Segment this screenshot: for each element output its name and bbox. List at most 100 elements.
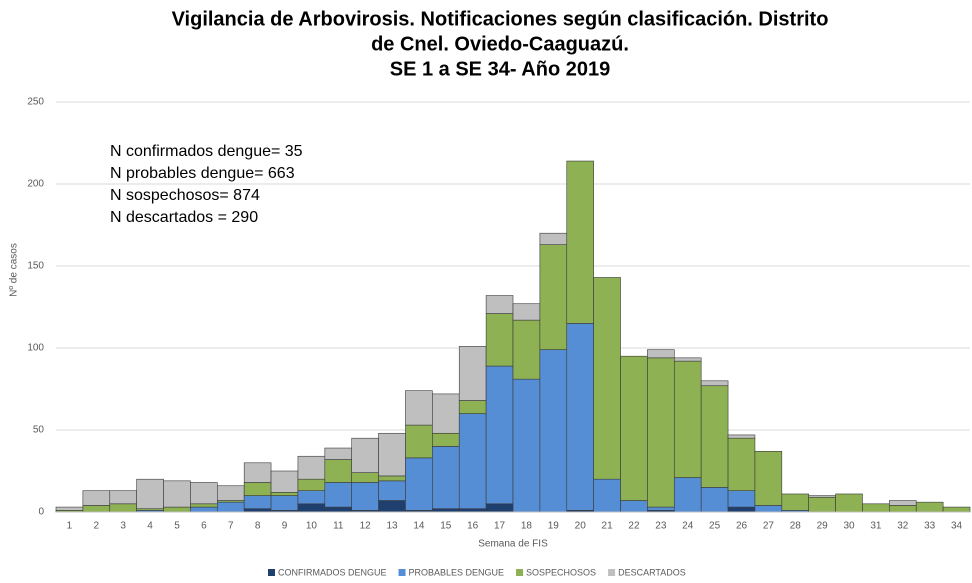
bar <box>700 487 729 513</box>
bar <box>243 495 272 510</box>
bar <box>190 503 218 508</box>
bar <box>808 496 836 513</box>
annotation: N confirmados dengue= 35 <box>110 143 303 160</box>
annotation: N probables dengue= 663 <box>110 165 295 182</box>
bar <box>216 501 245 513</box>
bar <box>915 501 944 513</box>
chart-title: de Cnel. Oviedo-Caaguazú. <box>371 33 629 55</box>
x-tick-label: 18 <box>521 521 533 532</box>
bar <box>432 393 460 434</box>
bar <box>82 490 111 506</box>
bar <box>82 505 111 513</box>
bar <box>566 323 594 511</box>
x-tick-label: 28 <box>790 521 802 532</box>
y-tick-label: 200 <box>27 179 44 190</box>
x-tick-label: 27 <box>763 521 775 532</box>
x-tick-label: 7 <box>228 521 234 532</box>
y-tick-label: 50 <box>33 425 45 436</box>
bar <box>673 477 702 513</box>
bar <box>243 462 272 483</box>
x-tick-label: 21 <box>602 521 614 532</box>
x-tick-label: 17 <box>494 521 506 532</box>
x-tick-label: 16 <box>467 521 479 532</box>
bar <box>485 503 514 513</box>
bar <box>566 160 594 324</box>
bar <box>190 506 218 513</box>
x-tick-label: 13 <box>386 521 398 532</box>
bar <box>593 277 621 480</box>
bar <box>458 400 487 414</box>
bar <box>620 500 648 513</box>
bar <box>405 424 433 459</box>
bar <box>512 303 541 321</box>
bar <box>324 447 353 460</box>
bar <box>190 482 218 505</box>
annotation: N descartados = 290 <box>110 209 258 226</box>
bar <box>109 490 137 505</box>
bar <box>781 493 810 511</box>
y-tick-label: 250 <box>27 97 44 108</box>
bar <box>647 357 675 508</box>
bar <box>700 380 729 387</box>
bar <box>862 503 890 513</box>
y-tick-label: 0 <box>38 507 44 518</box>
bar <box>324 482 353 508</box>
bar <box>512 319 541 380</box>
x-tick-label: 24 <box>682 521 694 532</box>
x-tick-label: 19 <box>548 521 560 532</box>
bar <box>647 349 675 359</box>
bar <box>324 459 353 483</box>
x-tick-label: 8 <box>255 521 261 532</box>
bar <box>889 500 917 506</box>
legend-swatch <box>608 569 616 576</box>
bar <box>673 357 702 362</box>
bar <box>297 503 326 513</box>
bar <box>163 506 191 513</box>
legend-swatch <box>516 569 524 576</box>
x-tick-label: 5 <box>174 521 180 532</box>
x-tick-label: 30 <box>843 521 855 532</box>
bar <box>539 244 568 350</box>
x-tick-label: 14 <box>413 521 425 532</box>
x-tick-label: 9 <box>282 521 288 532</box>
bar <box>216 485 245 501</box>
x-tick-label: 6 <box>201 521 207 532</box>
bar <box>297 490 326 505</box>
bar <box>378 475 406 482</box>
bar <box>163 480 191 508</box>
x-tick-label: 29 <box>817 521 829 532</box>
bar <box>593 478 621 513</box>
bar <box>243 482 272 496</box>
bar <box>378 480 406 501</box>
bar <box>700 385 729 488</box>
x-tick-label: 31 <box>870 521 882 532</box>
bar <box>485 295 514 314</box>
bar <box>727 437 756 491</box>
legend-label: PROBABLES DENGUE <box>409 567 505 577</box>
bar <box>324 506 353 513</box>
x-axis-label: Semana de FIS <box>478 539 548 550</box>
chart-title: SE 1 a SE 34- Año 2019 <box>390 58 610 80</box>
bar <box>297 455 326 480</box>
bar <box>942 506 971 513</box>
bar <box>647 506 675 511</box>
y-axis-label: Nº de casos <box>9 243 20 297</box>
bar <box>136 478 164 510</box>
bar <box>512 378 541 513</box>
bar <box>270 470 299 493</box>
bar <box>808 495 836 498</box>
bar <box>297 478 326 491</box>
bar <box>539 232 568 245</box>
x-tick-label: 26 <box>736 521 748 532</box>
bar <box>378 500 406 513</box>
bar <box>754 451 783 506</box>
bar <box>539 349 568 513</box>
bar <box>432 446 460 510</box>
x-tick-label: 22 <box>628 521 640 532</box>
x-tick-label: 1 <box>67 521 73 532</box>
bar <box>351 472 379 483</box>
bar <box>727 506 756 513</box>
x-tick-label: 3 <box>120 521 126 532</box>
bar <box>485 365 514 505</box>
